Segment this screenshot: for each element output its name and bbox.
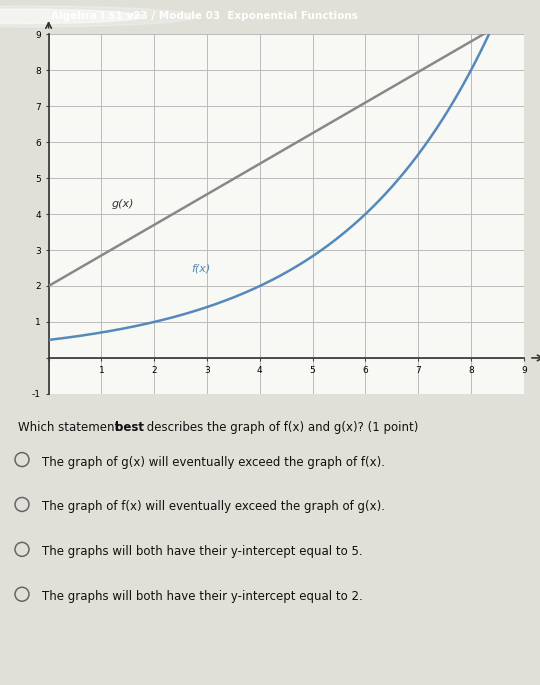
Text: Which statement: Which statement xyxy=(18,421,123,434)
Text: f(x): f(x) xyxy=(191,264,211,273)
Text: The graph of g(x) will eventually exceed the graph of f(x).: The graph of g(x) will eventually exceed… xyxy=(42,456,385,469)
Text: The graphs will both have their y-intercept equal to 5.: The graphs will both have their y-interc… xyxy=(42,545,363,558)
Text: The graphs will both have their y-intercept equal to 2.: The graphs will both have their y-interc… xyxy=(42,590,363,603)
Circle shape xyxy=(0,6,197,27)
Text: best: best xyxy=(115,421,144,434)
Text: Algebra I S1 v23 / Module 03  Exponential Functions: Algebra I S1 v23 / Module 03 Exponential… xyxy=(51,12,358,21)
Text: The graph of f(x) will eventually exceed the graph of g(x).: The graph of f(x) will eventually exceed… xyxy=(42,501,385,514)
Circle shape xyxy=(0,9,143,24)
Text: describes the graph of f(x) and g(x)? (1 point): describes the graph of f(x) and g(x)? (1… xyxy=(143,421,418,434)
Text: g(x): g(x) xyxy=(112,199,134,209)
